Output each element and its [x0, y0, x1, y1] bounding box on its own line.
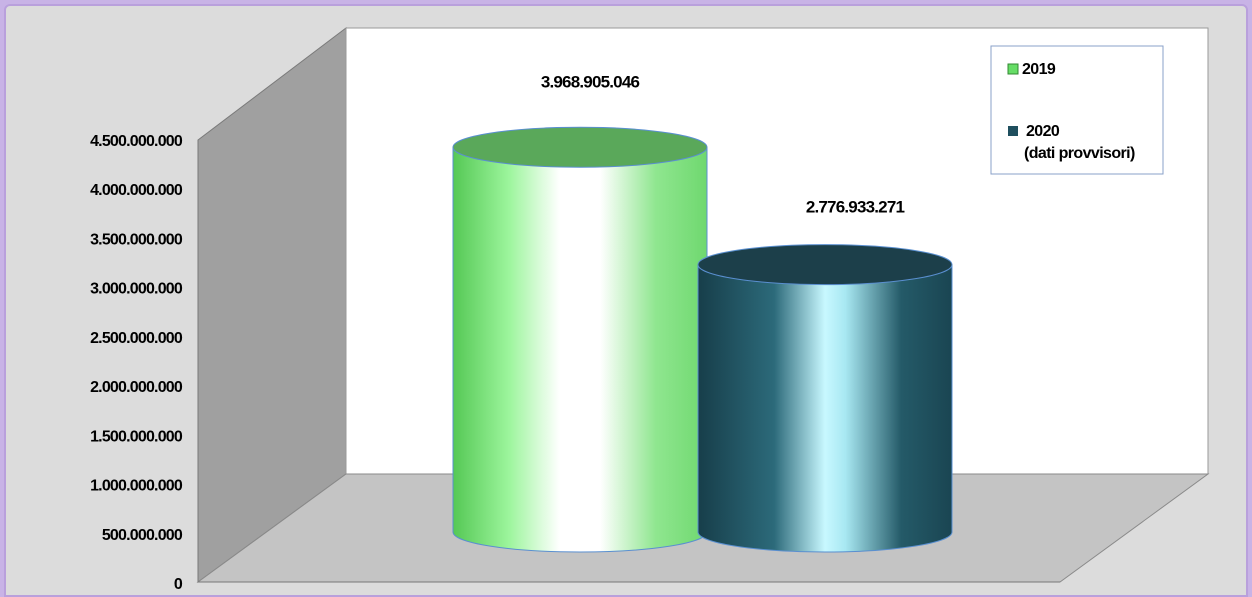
- bar-body-2019: [452, 146, 708, 553]
- bars: [452, 126, 953, 553]
- legend-label-2020: 2020: [1026, 123, 1060, 140]
- y-tick-label: 2.500.000.000: [90, 330, 183, 347]
- bar-body-2020: [697, 264, 953, 553]
- legend-label-2019: 2019: [1022, 61, 1056, 78]
- bar-top-2019: [452, 126, 708, 168]
- y-tick-label: 4.000.000.000: [90, 182, 183, 199]
- y-tick-label: 3.500.000.000: [90, 231, 183, 248]
- legend: 2019 2020 (dati provvisori): [990, 45, 1164, 175]
- y-tick-label: 2.000.000.000: [90, 379, 183, 396]
- y-tick-label: 1.500.000.000: [90, 428, 183, 445]
- data-label-2019: 3.968.905.046: [541, 72, 640, 91]
- legend-box: [990, 45, 1164, 175]
- y-tick-label: 4.500.000.000: [90, 133, 183, 150]
- bar-2020: [697, 244, 953, 553]
- y-tick-label: 3.000.000.000: [90, 281, 183, 298]
- data-label-2020: 2.776.933.271: [806, 198, 905, 217]
- data-labels: 3.968.905.046 2.776.933.271: [541, 72, 905, 216]
- bar-2019: [452, 126, 708, 553]
- legend-label-2020-note: (dati provvisori): [1024, 145, 1135, 162]
- y-tick-label: 500.000.000: [102, 527, 183, 544]
- y-axis-ticks: 0 500.000.000 1.000.000.000 1.500.000.000 2.…: [90, 133, 184, 593]
- legend-swatch-2019: [1007, 63, 1019, 75]
- y-tick-label: 0: [174, 576, 183, 593]
- bar-top-2020: [697, 244, 953, 286]
- legend-swatch-2020: [1008, 126, 1018, 136]
- y-tick-label: 1.000.000.000: [90, 478, 183, 495]
